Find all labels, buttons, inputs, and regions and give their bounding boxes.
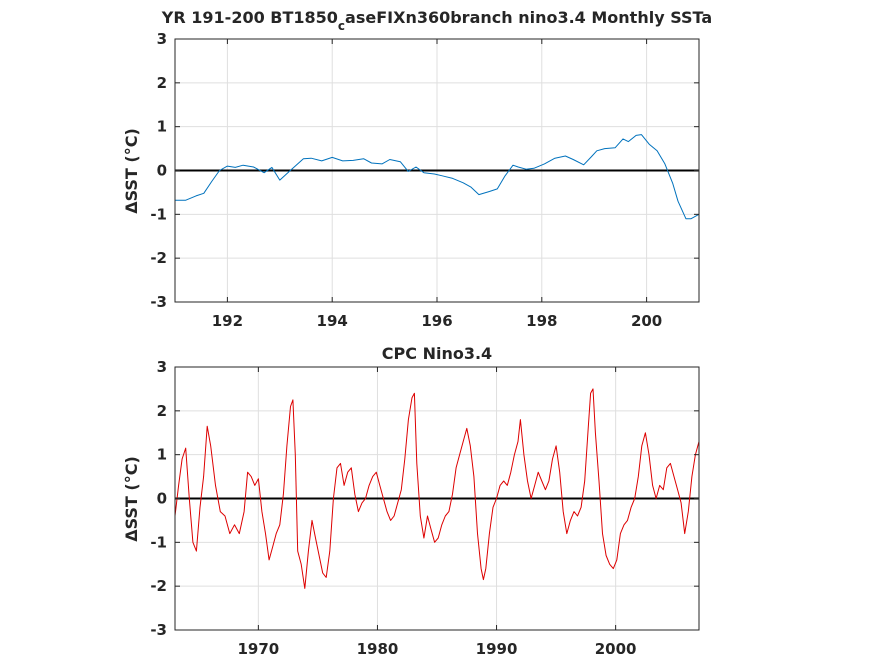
plot-title-bottom: CPC Nino3.4	[382, 344, 492, 363]
y-tick-label: 3	[157, 30, 167, 48]
x-tick-label: 198	[526, 312, 557, 330]
title-subscript: c	[338, 19, 345, 33]
x-tick-label: 196	[421, 312, 452, 330]
series-line	[175, 134, 700, 220]
y-axis-label-top: ΔSST (°C)	[122, 128, 141, 214]
y-axis-label-bottom: ΔSST (°C)	[122, 456, 141, 542]
y-tick-label: 1	[157, 118, 167, 136]
y-tick-label: 2	[157, 402, 167, 420]
y-tick-label: -1	[150, 205, 167, 223]
y-tick-label: -3	[150, 293, 167, 311]
y-tick-label: 0	[157, 162, 167, 180]
y-tick-label: -3	[150, 621, 167, 639]
plot-sst-monthly-anomaly: YR 191-200 BT1850caseFIXn360branch nino3…	[122, 8, 712, 330]
x-tick-label: 1990	[476, 640, 518, 656]
y-tick-label: 0	[157, 490, 167, 508]
y-tick-label: -1	[150, 533, 167, 551]
x-tick-label: 1980	[357, 640, 399, 656]
y-tick-label: 3	[157, 358, 167, 376]
plot-title-top: YR 191-200 BT1850caseFIXn360branch nino3…	[161, 8, 712, 33]
y-tick-label: -2	[150, 249, 167, 267]
title-rest: aseFIXn360branch nino3.4 Monthly SSTa	[345, 8, 712, 27]
y-tick-label: 1	[157, 446, 167, 464]
y-tick-label: 2	[157, 74, 167, 92]
x-tick-label: 194	[317, 312, 348, 330]
plot-cpc-nino34: CPC Nino3.4 ΔSST (°C) 1970 1980 1990 2000 -3…	[122, 344, 700, 656]
x-tick-label: 192	[212, 312, 243, 330]
x-tick-label: 2000	[595, 640, 637, 656]
x-tick-label: 1970	[237, 640, 279, 656]
x-tick-label: 200	[631, 312, 662, 330]
series-line	[174, 388, 700, 589]
y-tick-label: -2	[150, 577, 167, 595]
title-main: YR 191-200 BT1850	[161, 8, 338, 27]
